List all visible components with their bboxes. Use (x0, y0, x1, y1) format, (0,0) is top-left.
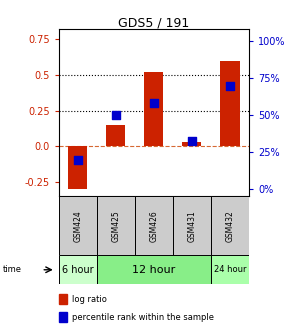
Point (75, 157, 80, 163)
Bar (59, 255, 97, 284)
Bar (106, 125, 125, 146)
Bar (211, 196, 249, 255)
Text: log ratio: log ratio (72, 295, 107, 304)
Text: GSM426: GSM426 (149, 210, 158, 242)
Text: 6 hour: 6 hour (62, 265, 93, 275)
Text: GSM431: GSM431 (188, 210, 196, 242)
Bar (97, 255, 211, 284)
Bar (97, 196, 135, 255)
Text: 12 hour: 12 hour (132, 265, 176, 275)
Text: GSM424: GSM424 (73, 210, 82, 242)
Bar (59, 196, 97, 255)
Point (190, 138, 194, 143)
Point (113, 113, 118, 118)
Text: time: time (3, 265, 22, 274)
Point (228, 83, 232, 88)
Point (151, 101, 156, 106)
Title: GDS5 / 191: GDS5 / 191 (118, 16, 190, 29)
Bar (68, 146, 87, 189)
Bar (144, 72, 163, 146)
Text: GSM432: GSM432 (226, 210, 234, 242)
Text: GSM425: GSM425 (111, 210, 120, 242)
Bar (135, 196, 173, 255)
Text: percentile rank within the sample: percentile rank within the sample (72, 313, 214, 322)
Text: 24 hour: 24 hour (214, 265, 246, 274)
Bar (173, 196, 211, 255)
Bar (211, 255, 249, 284)
Bar (220, 61, 239, 146)
Bar (182, 142, 201, 146)
